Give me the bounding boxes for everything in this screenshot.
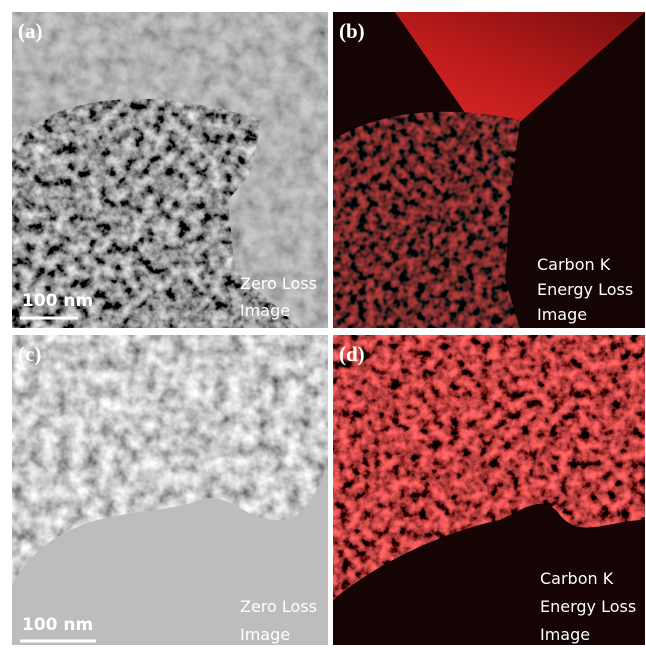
caption: Energy Loss <box>537 280 633 299</box>
page: (a) Zero Loss Image 100 nm (b) Carbon K … <box>0 0 646 650</box>
panel-d: (d) Carbon K Energy Loss Image <box>333 335 645 645</box>
caption: Carbon K <box>540 569 614 588</box>
caption: Zero Loss <box>240 274 317 293</box>
panel-label: (d) <box>339 342 365 366</box>
caption: Image <box>240 625 290 644</box>
figure: (a) Zero Loss Image 100 nm (b) Carbon K … <box>0 0 646 650</box>
caption: Energy Loss <box>540 597 636 616</box>
panel-label: (b) <box>339 19 365 43</box>
panel-c: (c) Zero Loss Image 100 nm <box>12 335 328 645</box>
scale-bar-label: 100 nm <box>22 291 93 311</box>
panel-label: (c) <box>18 342 41 366</box>
caption: Image <box>537 305 587 324</box>
caption: Carbon K <box>537 255 611 274</box>
caption: Image <box>540 625 590 644</box>
panel-label: (a) <box>18 19 43 43</box>
panel-b: (b) Carbon K Energy Loss Image <box>333 12 645 328</box>
caption: Zero Loss <box>240 597 317 616</box>
panel-a: (a) Zero Loss Image 100 nm <box>12 12 328 328</box>
scale-bar-label: 100 nm <box>22 615 93 635</box>
caption: Image <box>240 301 290 320</box>
